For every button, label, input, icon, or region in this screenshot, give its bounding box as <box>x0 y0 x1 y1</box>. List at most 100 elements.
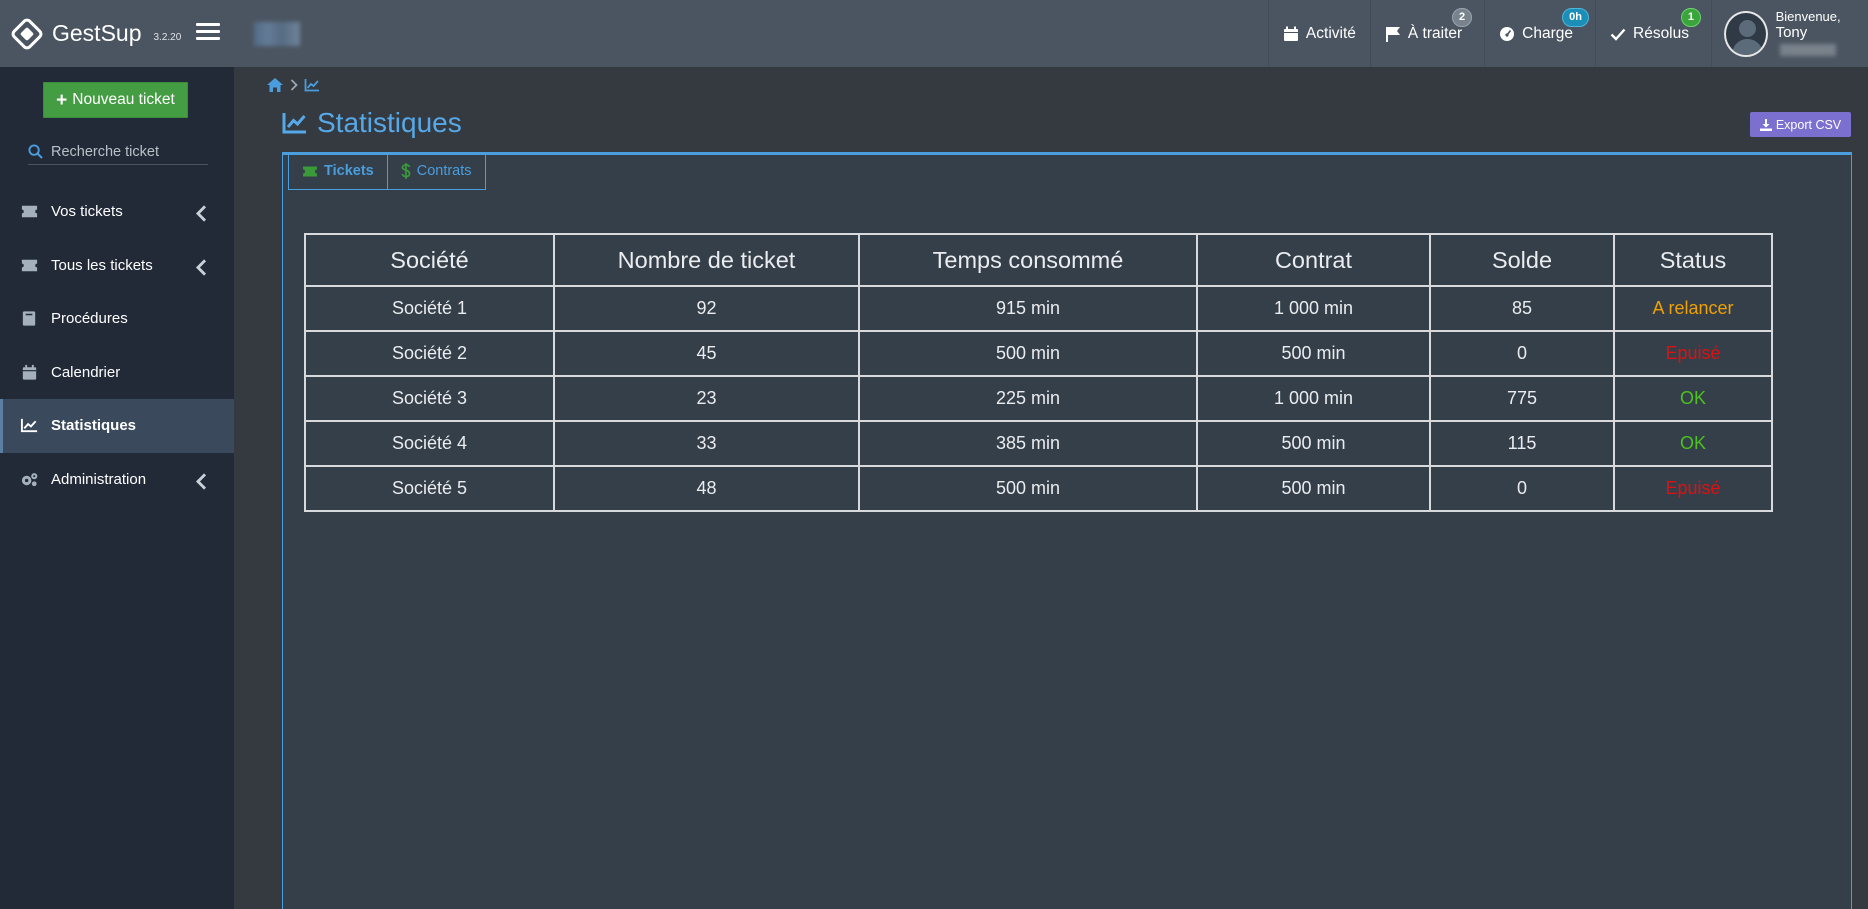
nav-resolved[interactable]: Résolus 1 <box>1595 0 1711 67</box>
cell-temps: 225 min <box>858 375 1198 422</box>
nav-to-process[interactable]: À traiter 2 <box>1369 0 1484 67</box>
ticket-icon <box>303 166 317 176</box>
company-logo <box>254 22 300 46</box>
calendar-icon <box>22 364 37 380</box>
col-header-solde[interactable]: Solde <box>1429 233 1615 287</box>
table-row: Société 5 48 500 min 500 min 0 Epuisé <box>304 465 1773 512</box>
sidebar-item-calendrier[interactable]: Calendrier <box>0 346 234 400</box>
ticket-icon <box>21 206 38 218</box>
cogs-icon <box>21 472 38 486</box>
nav-load-label: Charge <box>1522 24 1573 42</box>
tab-tickets-label: Tickets <box>324 163 374 179</box>
stats-tabs: Tickets Contrats <box>288 153 486 190</box>
cell-societe: Société 1 <box>304 285 555 332</box>
sidebar-item-statistiques[interactable]: Statistiques <box>0 399 234 453</box>
search-icon <box>28 144 43 159</box>
sidebar-item-procedures[interactable]: Procédures <box>0 292 234 346</box>
sidebar-item-label: Vos tickets <box>51 203 123 221</box>
menu-toggle-icon[interactable] <box>196 23 220 43</box>
user-surname-redacted <box>1779 44 1836 57</box>
brand-version: 3.2.20 <box>153 32 182 43</box>
cell-contrat: 500 min <box>1196 330 1431 377</box>
cell-contrat: 500 min <box>1196 420 1431 467</box>
check-icon <box>1610 28 1626 41</box>
stats-panel: Tickets Contrats Société Nombre de ticke… <box>282 152 1852 909</box>
tab-contrats-label: Contrats <box>416 163 472 179</box>
line-chart-icon[interactable] <box>304 78 320 92</box>
nav-to-process-label: À traiter <box>1407 24 1463 42</box>
sidebar-item-vos-tickets[interactable]: Vos tickets <box>0 185 234 239</box>
line-chart-icon <box>20 419 38 433</box>
cell-status: OK <box>1613 375 1773 422</box>
sidebar-item-label: Statistiques <box>51 417 137 435</box>
user-welcome: Bienvenue, <box>1775 9 1841 24</box>
col-header-contrat[interactable]: Contrat <box>1196 233 1431 287</box>
cell-societe: Société 5 <box>304 465 555 512</box>
ticket-icon <box>21 259 38 271</box>
cell-contrat: 500 min <box>1196 465 1431 512</box>
tab-contrats[interactable]: Contrats <box>386 153 485 189</box>
main-content: Statistiques Export CSV Tickets Contrats… <box>234 67 1868 909</box>
search-input[interactable] <box>51 143 201 160</box>
page-title: Statistiques <box>282 107 462 139</box>
sidebar-item-tous-les-tickets[interactable]: Tous les tickets <box>0 239 234 293</box>
line-chart-icon <box>282 113 306 134</box>
nav-activity[interactable]: Activité <box>1267 0 1370 67</box>
cell-nombre: 92 <box>553 285 860 332</box>
new-ticket-label: Nouveau ticket <box>72 91 175 108</box>
cell-status: A relancer <box>1613 285 1773 332</box>
cell-status: Epuisé <box>1613 465 1773 512</box>
table-row: Société 4 33 385 min 500 min 115 OK <box>304 420 1773 467</box>
gestsup-logo-icon <box>11 18 43 49</box>
search-box <box>28 139 208 165</box>
col-header-temps[interactable]: Temps consommé <box>858 233 1198 287</box>
cell-solde: 115 <box>1429 420 1615 467</box>
stats-table: Société Nombre de ticket Temps consommé … <box>304 233 1773 512</box>
table-header-row: Société Nombre de ticket Temps consommé … <box>304 233 1773 287</box>
nav-activity-label: Activité <box>1305 24 1356 42</box>
chevron-left-icon <box>195 258 207 276</box>
flag-icon <box>1385 26 1400 42</box>
chevron-left-icon <box>195 205 207 222</box>
table-row: Société 3 23 225 min 1 000 min 775 OK <box>304 375 1773 422</box>
cell-temps: 915 min <box>858 285 1198 332</box>
col-header-nombre[interactable]: Nombre de ticket <box>553 233 860 287</box>
sidebar-item-label: Administration <box>51 470 147 488</box>
cell-temps: 385 min <box>858 420 1198 467</box>
home-icon[interactable] <box>266 77 284 93</box>
cell-status: OK <box>1613 420 1773 467</box>
sidebar-item-administration[interactable]: Administration <box>0 453 234 507</box>
sidebar-item-label: Procédures <box>51 310 128 328</box>
breadcrumb <box>266 77 320 93</box>
cell-temps: 500 min <box>858 330 1198 377</box>
cell-nombre: 33 <box>553 420 860 467</box>
user-menu[interactable]: Bienvenue, Tony <box>1711 0 1868 67</box>
cell-contrat: 1 000 min <box>1196 375 1431 422</box>
cell-societe: Société 2 <box>304 330 555 377</box>
table-row: Société 2 45 500 min 500 min 0 Epuisé <box>304 330 1773 377</box>
cell-nombre: 23 <box>553 375 860 422</box>
user-name: Tony <box>1775 24 1808 41</box>
table-row: Société 1 92 915 min 1 000 min 85 A rela… <box>304 285 1773 332</box>
load-badge: 0h <box>1562 8 1589 27</box>
tab-tickets[interactable]: Tickets <box>289 153 387 189</box>
cell-solde: 0 <box>1429 330 1615 377</box>
resolved-badge: 1 <box>1680 8 1701 27</box>
nav-load[interactable]: Charge 0h <box>1484 0 1595 67</box>
export-csv-label: Export CSV <box>1775 117 1842 132</box>
brand[interactable]: GestSup 3.2.20 <box>0 0 235 67</box>
sidebar-item-label: Calendrier <box>51 363 121 381</box>
gauge-icon <box>1500 26 1515 41</box>
sidebar-item-label: Tous les tickets <box>51 256 153 274</box>
avatar <box>1724 10 1768 57</box>
book-icon <box>22 311 36 326</box>
export-csv-button[interactable]: Export CSV <box>1750 112 1851 137</box>
cell-societe: Société 4 <box>304 420 555 467</box>
to-process-badge: 2 <box>1452 8 1473 27</box>
col-header-status[interactable]: Status <box>1613 233 1773 287</box>
col-header-societe[interactable]: Société <box>304 233 555 287</box>
cell-solde: 775 <box>1429 375 1615 422</box>
sidebar-menu: Vos tickets Tous les tickets Procédures … <box>0 185 234 506</box>
chevron-left-icon <box>195 472 207 490</box>
new-ticket-button[interactable]: + Nouveau ticket <box>43 82 188 118</box>
